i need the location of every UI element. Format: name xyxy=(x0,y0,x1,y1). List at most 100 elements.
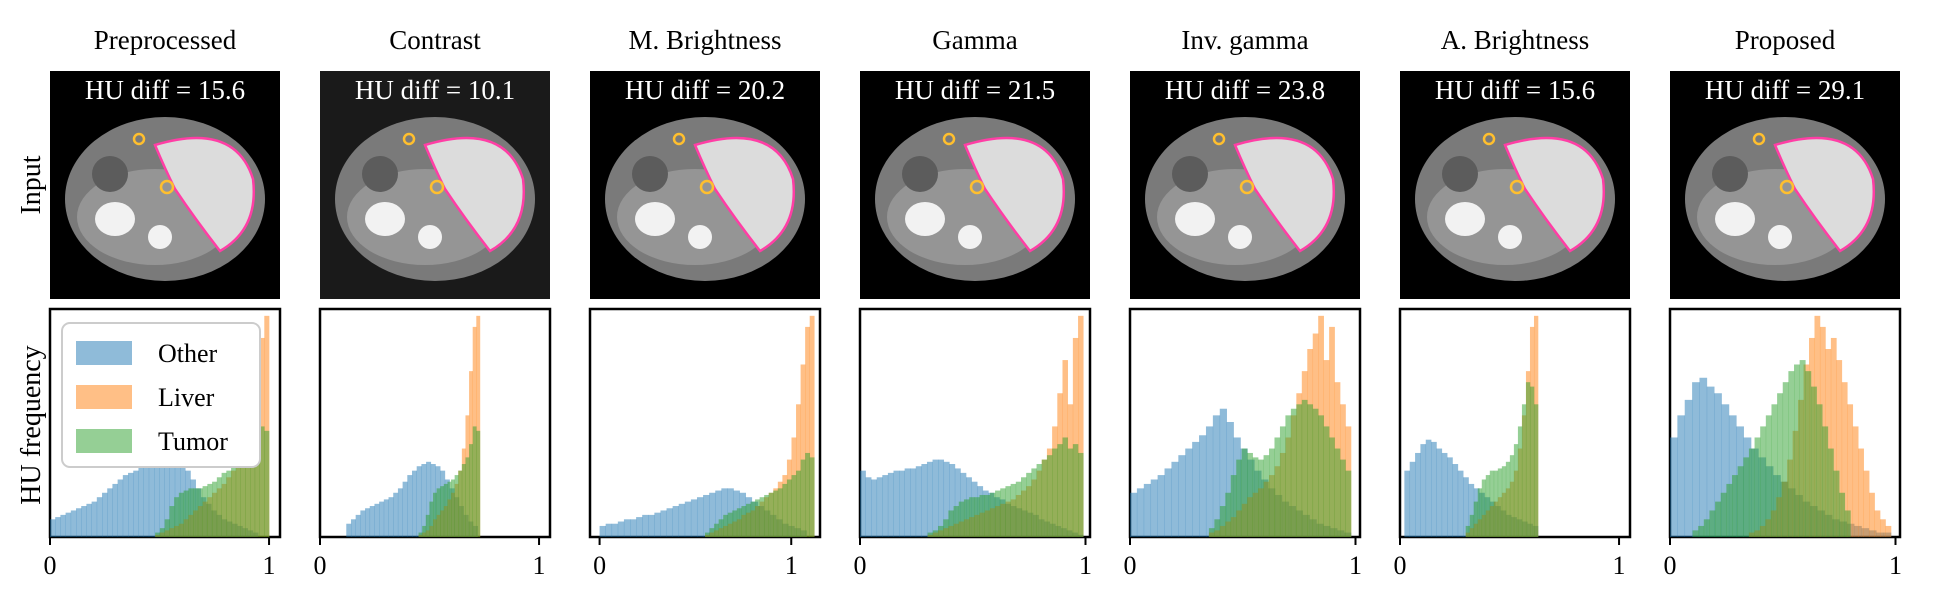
histogram-bar xyxy=(1078,452,1084,537)
histogram-bar xyxy=(1788,371,1795,537)
histogram-bar xyxy=(476,430,481,537)
histogram-bar xyxy=(684,501,692,537)
histogram-bar xyxy=(777,488,783,537)
histogram-bar xyxy=(1136,488,1145,537)
x-tick-label: 1 xyxy=(1889,551,1902,580)
tumor-outline xyxy=(1752,132,1766,146)
x-tick-label: 0 xyxy=(1394,551,1407,580)
histogram-bar xyxy=(786,479,792,537)
histogram-bar xyxy=(648,514,655,537)
histogram-bar xyxy=(155,532,161,537)
histogram-bar xyxy=(1469,514,1475,537)
histogram-bar xyxy=(138,466,144,537)
histogram xyxy=(1130,315,1352,537)
histogram-bar xyxy=(1852,426,1859,537)
histogram-bar xyxy=(76,508,82,537)
histogram-bar xyxy=(1760,426,1767,537)
histogram-bar xyxy=(927,532,934,537)
bowel xyxy=(1712,156,1748,192)
histogram-bar xyxy=(1041,459,1048,537)
histogram-bar xyxy=(1205,426,1214,537)
histogram-bar xyxy=(709,528,715,537)
histogram-bar xyxy=(887,472,894,537)
histogram-bar xyxy=(1692,530,1699,537)
histogram xyxy=(860,315,1084,537)
histogram-bar xyxy=(250,448,256,537)
histogram-bar xyxy=(805,452,810,537)
x-tick-label: 0 xyxy=(44,551,57,580)
histogram-bar xyxy=(696,497,704,537)
histogram-bar xyxy=(1425,439,1432,537)
histogram-bar xyxy=(60,514,66,537)
histogram-bar xyxy=(709,492,716,537)
series-tumor xyxy=(1208,399,1352,537)
histogram-bar xyxy=(1777,393,1784,537)
histogram-bar xyxy=(989,492,996,537)
histogram-bar xyxy=(122,475,129,537)
histogram-bar xyxy=(1241,448,1248,537)
histogram-bar xyxy=(164,519,170,537)
histogram-bar xyxy=(1236,459,1243,537)
histogram-bar xyxy=(393,492,399,537)
histogram-bar xyxy=(1810,386,1817,537)
histogram-bar xyxy=(791,475,797,537)
kidney xyxy=(1175,202,1215,236)
histogram-bar xyxy=(117,479,124,537)
histogram-bar xyxy=(1720,492,1727,537)
histogram-bar xyxy=(1225,492,1232,537)
kidney xyxy=(1715,202,1755,236)
row-label-input: Input xyxy=(16,155,47,214)
histogram-bar xyxy=(70,510,77,537)
histogram-bar xyxy=(1345,470,1352,537)
histogram-bar xyxy=(476,315,481,537)
histogram-bar xyxy=(690,499,698,537)
histogram-bar xyxy=(55,517,61,537)
histogram-bar xyxy=(429,501,434,537)
kidney xyxy=(95,202,135,236)
x-tick-label: 0 xyxy=(593,551,606,580)
histogram-bar xyxy=(1505,461,1511,537)
ct-image xyxy=(1400,71,1630,299)
histogram-bar xyxy=(143,464,150,537)
histogram-bar xyxy=(1841,382,1848,537)
histogram-bar xyxy=(1301,399,1308,537)
histogram-bar xyxy=(221,472,227,537)
histogram-bar xyxy=(1436,448,1443,537)
histogram-bar xyxy=(183,490,189,537)
histogram-bar xyxy=(1005,486,1011,537)
histogram-bar xyxy=(1525,382,1531,537)
histogram-bar xyxy=(235,461,241,537)
histogram-bar xyxy=(800,459,806,537)
histogram-bar xyxy=(1171,461,1179,537)
histogram-bar xyxy=(355,514,361,537)
histogram-bar xyxy=(630,519,637,537)
histogram-bar xyxy=(1880,519,1886,537)
histogram-bar xyxy=(938,525,944,537)
vertebra xyxy=(1498,225,1522,249)
bowel xyxy=(92,156,128,192)
ct-image xyxy=(50,71,280,299)
histogram-bar xyxy=(732,510,738,537)
histogram-bar xyxy=(1026,472,1032,537)
histogram-bar xyxy=(169,506,175,537)
histogram-bar xyxy=(178,492,184,537)
histogram-bar xyxy=(422,525,427,537)
panel-2: Contrast HU diff = 10.1 0 1 xyxy=(314,25,552,580)
histogram-bar xyxy=(605,523,613,537)
histogram-bar xyxy=(932,530,939,537)
histogram-bar xyxy=(1709,510,1716,537)
histogram-bar xyxy=(1296,404,1303,537)
histogram-bar xyxy=(636,517,643,537)
histogram-bar xyxy=(416,466,422,537)
histogram-bar xyxy=(1052,448,1058,537)
histogram-bar xyxy=(948,510,954,537)
histogram-bar xyxy=(1415,452,1421,537)
histogram-bar xyxy=(388,497,394,537)
tumor-outline xyxy=(1509,179,1525,195)
panel-title: Gamma xyxy=(932,25,1017,55)
hu-diff-label: HU diff = 15.6 xyxy=(1435,75,1595,105)
histogram-bar xyxy=(433,492,437,537)
histogram-bar xyxy=(984,494,991,537)
histogram-bar xyxy=(1307,404,1314,537)
vertebra xyxy=(148,225,172,249)
